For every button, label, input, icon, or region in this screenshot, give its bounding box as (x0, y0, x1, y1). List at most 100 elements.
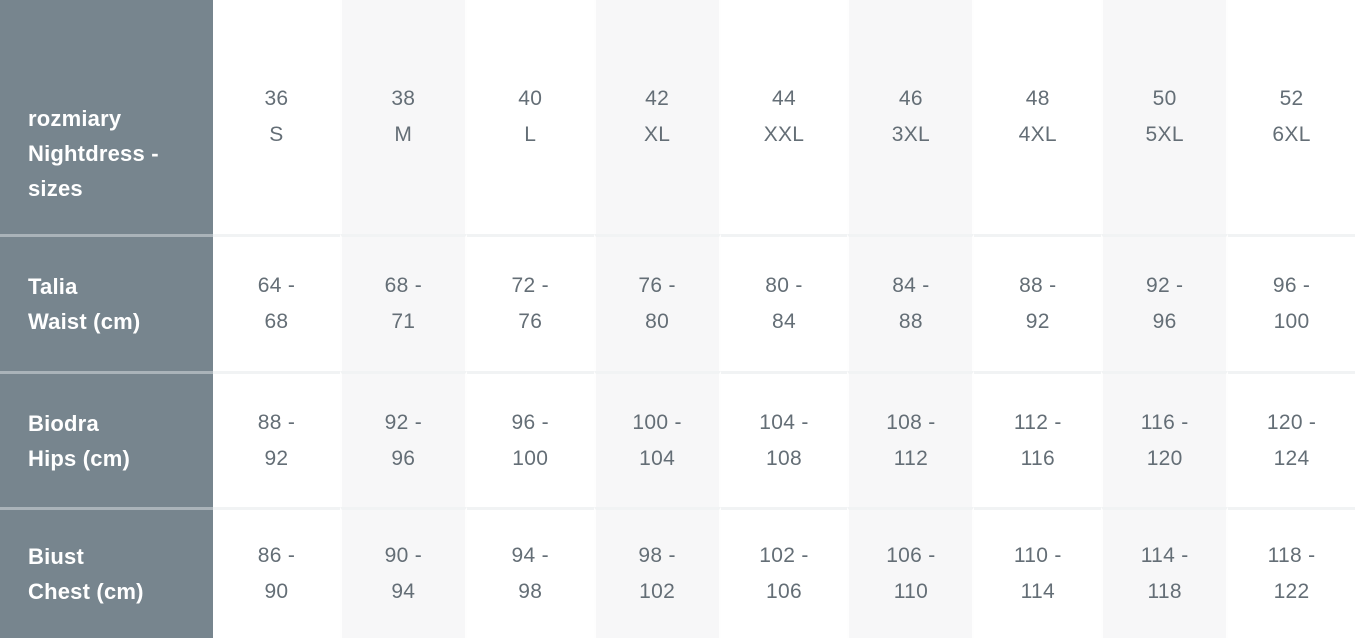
value-cell-line: 96 (391, 446, 416, 470)
value-cell-line: 102 - (759, 544, 809, 567)
column-header: 42 XL (593, 0, 721, 234)
value-cell-line: 92 - (1145, 274, 1184, 297)
value-cell-line: 84 (772, 310, 796, 333)
value-cell: 68 - 71 (339, 234, 467, 371)
column-header-line: M (394, 123, 413, 146)
value-cell: 94 - 98 (466, 507, 594, 638)
column-header: 38 M (339, 0, 467, 234)
row-label-line: Biodra (28, 410, 99, 436)
value-cell-line: 92 (1025, 310, 1050, 333)
value-cell-line: 96 - (1272, 274, 1311, 297)
row-label-line: Chest (cm) (28, 579, 144, 604)
value-cell-line: 71 (391, 310, 416, 333)
column-header-line: 42 (645, 87, 670, 110)
value-cell: 96 - 100 (466, 371, 594, 507)
value-cell: 100 - 104 (593, 371, 721, 507)
value-cell: 86 - 90 (213, 507, 340, 638)
column-header-line: 52 (1279, 87, 1304, 110)
value-cell-line: 98 - (638, 544, 676, 567)
column-header-line: 50 (1152, 87, 1177, 110)
table-title: rozmiary Nightdress - sizes (0, 0, 213, 234)
column-header-line: 4XL (1018, 123, 1057, 146)
value-cell: 98 - 102 (593, 507, 721, 638)
value-cell-line: 100 - (632, 410, 682, 434)
value-cell-line: 124 (1273, 446, 1310, 470)
value-cell: 80 - 84 (720, 234, 848, 371)
column-header-line: 38 (391, 87, 416, 110)
value-cell-line: 88 - (1019, 274, 1057, 297)
value-cell-line: 92 - (384, 410, 423, 434)
value-cell-line: 110 - (1013, 544, 1062, 567)
value-cell: 116 - 120 (1101, 371, 1229, 507)
column-header-line: XL (643, 123, 671, 146)
value-cell: 88 - 92 (974, 234, 1102, 371)
value-cell: 92 - 96 (339, 371, 467, 507)
value-cell-line: 96 - (511, 410, 549, 434)
value-cell-line: 68 (264, 310, 289, 333)
column-header: 52 6XL (1228, 0, 1355, 234)
value-cell-line: 102 (639, 580, 676, 603)
table-title-line: Nightdress - (28, 140, 159, 166)
row-label-line: Hips (cm) (28, 445, 131, 471)
value-cell: 104 - 108 (720, 371, 848, 507)
column-header-line: 40 (518, 87, 543, 110)
value-cell: 112 - 116 (974, 371, 1102, 507)
value-cell-line: 98 (518, 580, 543, 603)
column-header: 36 S (213, 0, 340, 234)
column-header-line: L (524, 123, 537, 146)
column-header-line: 5XL (1145, 123, 1184, 146)
value-cell: 110 - 114 (974, 507, 1102, 638)
value-cell-line: 100 (1273, 310, 1310, 333)
value-cell: 108 - 112 (847, 371, 975, 507)
column-header: 40 L (466, 0, 594, 234)
value-cell-line: 114 - (1140, 544, 1189, 567)
row-label-line: Talia (28, 274, 78, 299)
column-header-line: 44 (772, 87, 796, 110)
value-cell-line: 106 - (886, 544, 936, 567)
value-cell: 90 - 94 (339, 507, 467, 638)
value-cell-line: 86 - (257, 544, 296, 567)
value-cell-line: 76 (518, 310, 543, 333)
value-cell-line: 104 - (759, 410, 809, 434)
value-cell-line: 122 (1273, 580, 1310, 603)
value-cell-line: 88 - (257, 410, 296, 434)
value-cell-line: 108 (766, 446, 802, 470)
column-header-line: 48 (1025, 87, 1050, 110)
value-cell-line: 110 (893, 580, 929, 603)
value-cell-line: 104 (639, 446, 676, 470)
value-cell-line: 68 - (384, 274, 423, 297)
value-cell-line: 84 - (892, 274, 930, 297)
value-cell-line: 114 (1020, 580, 1055, 603)
column-header-line: 6XL (1272, 123, 1311, 146)
value-cell: 72 - 76 (466, 234, 594, 371)
value-cell-line: 100 (512, 446, 549, 470)
value-cell: 102 - 106 (720, 507, 848, 638)
row-label: Biodra Hips (cm) (0, 371, 213, 507)
value-cell: 106 - 110 (847, 507, 975, 638)
value-cell-line: 118 (1147, 580, 1182, 603)
value-cell-line: 94 - (511, 544, 549, 567)
value-cell-line: 106 (766, 580, 802, 603)
value-cell-line: 64 - (257, 274, 296, 297)
value-cell-line: 80 - (765, 274, 803, 297)
value-cell: 88 - 92 (213, 371, 340, 507)
value-cell: 120 - 124 (1228, 371, 1355, 507)
value-cell-line: 90 - (384, 544, 423, 567)
value-cell-line: 118 - (1267, 544, 1316, 567)
value-cell-line: 120 (1146, 446, 1183, 470)
value-cell-line: 76 - (638, 274, 676, 297)
row-label-line: Waist (cm) (28, 309, 141, 334)
value-cell-line: 112 (893, 446, 929, 470)
value-cell: 114 - 118 (1101, 507, 1229, 638)
value-cell: 76 - 80 (593, 234, 721, 371)
value-cell-line: 72 - (511, 274, 549, 297)
value-cell-line: 88 (898, 310, 923, 333)
value-cell-line: 120 - (1266, 410, 1317, 434)
column-header-line: 36 (264, 87, 289, 110)
column-header: 46 3XL (847, 0, 975, 234)
table-title-line: sizes (28, 175, 83, 201)
value-cell-line: 96 (1152, 310, 1177, 333)
value-cell-line: 94 (391, 580, 416, 603)
row-label-line: Biust (28, 544, 84, 569)
